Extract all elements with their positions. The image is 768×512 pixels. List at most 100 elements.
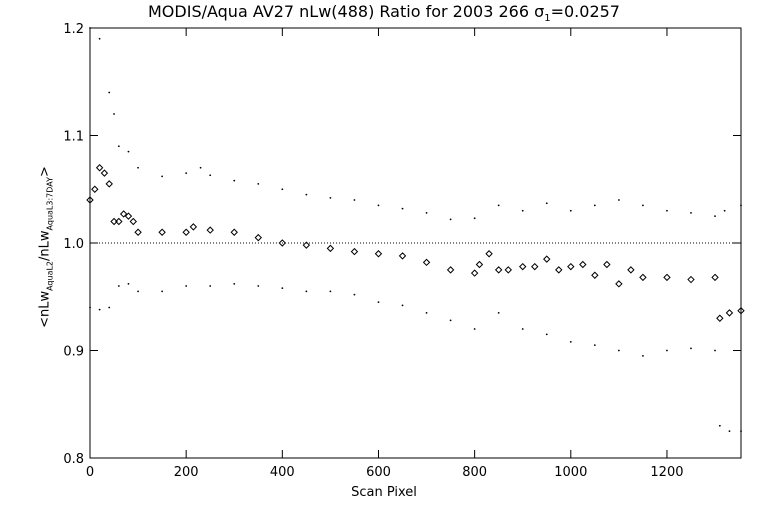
point-mean	[531, 262, 539, 271]
point-upper	[89, 27, 91, 29]
point-mean	[95, 164, 104, 172]
point-upper	[449, 218, 452, 221]
point-mean	[350, 247, 359, 256]
point-upper	[353, 199, 356, 201]
title-sigma: σ	[534, 2, 545, 21]
point-lower	[666, 349, 668, 352]
point-lower	[137, 290, 139, 293]
point-lower	[545, 333, 548, 336]
point-upper	[127, 150, 130, 153]
point-lower	[209, 285, 212, 287]
point-lower	[257, 285, 260, 287]
point-upper	[617, 199, 620, 201]
point-lower	[593, 344, 596, 347]
point-mean	[124, 212, 133, 220]
point-lower	[497, 311, 500, 314]
point-upper	[642, 204, 644, 207]
point-mean	[254, 233, 262, 242]
point-mean	[475, 260, 484, 269]
point-lower	[161, 290, 164, 293]
point-mean	[129, 217, 137, 226]
ylabel-sub2: AquaL3:7DAY	[45, 176, 55, 231]
x-tick-label: 800	[462, 465, 487, 480]
point-mean	[663, 273, 671, 282]
point-mean	[485, 250, 493, 258]
point-lower	[728, 430, 731, 433]
point-upper	[281, 188, 284, 191]
point-mean	[555, 266, 563, 274]
point-upper	[257, 182, 260, 185]
point-upper	[545, 202, 548, 205]
point-mean	[725, 309, 734, 317]
point-mean	[110, 217, 118, 226]
point-upper	[185, 172, 188, 175]
point-upper	[161, 175, 164, 178]
point-lower	[185, 285, 188, 287]
ylabel-sub1: AquaL2	[45, 260, 55, 291]
point-mean	[134, 228, 142, 236]
point-lower	[473, 328, 476, 330]
point-upper	[199, 166, 202, 169]
ylabel-open: <nLw	[37, 290, 53, 328]
y-tick-label: 1.0	[63, 237, 84, 252]
point-mean	[119, 210, 128, 218]
point-lower	[690, 347, 692, 350]
point-lower	[617, 349, 620, 352]
point-mean	[519, 262, 527, 271]
point-lower	[281, 287, 284, 290]
point-mean	[603, 260, 611, 269]
point-mean	[446, 266, 455, 274]
title-sigma-value: =0.0257	[550, 2, 620, 21]
point-mean	[422, 258, 431, 267]
y-tick-label: 0.8	[63, 452, 84, 467]
point-mean	[627, 266, 635, 274]
point-mean	[470, 269, 479, 277]
point-mean	[189, 223, 198, 231]
point-mean	[182, 228, 190, 236]
point-lower	[449, 319, 452, 322]
y-axis-label: <nLwAquaL2/nLwAquaL3:7DAY>	[38, 166, 55, 328]
point-upper	[690, 212, 692, 214]
point-upper	[723, 209, 726, 212]
point-upper	[401, 207, 404, 210]
point-upper	[117, 145, 120, 148]
point-upper	[714, 215, 716, 218]
point-lower	[740, 430, 742, 433]
point-mean	[230, 228, 238, 236]
point-mean	[504, 266, 513, 274]
point-lower	[353, 293, 356, 296]
point-mean	[591, 271, 599, 279]
point-mean	[615, 280, 623, 288]
ylabel-mid: /nLw	[37, 230, 53, 261]
point-lower	[305, 290, 308, 293]
point-mean	[716, 314, 724, 322]
point-lower	[108, 306, 111, 309]
point-upper	[233, 179, 236, 182]
point-lower	[98, 308, 101, 311]
point-mean	[639, 273, 647, 282]
title-sigma-sub: 1	[544, 13, 551, 25]
point-upper	[137, 166, 139, 169]
y-tick-label: 1.1	[63, 130, 84, 145]
point-mean	[115, 217, 123, 226]
point-upper	[377, 204, 380, 207]
point-mean	[91, 185, 99, 193]
point-mean	[206, 226, 214, 234]
point-upper	[209, 174, 212, 177]
point-lower	[714, 349, 716, 352]
y-tick-label: 0.9	[63, 345, 84, 360]
point-upper	[497, 204, 500, 207]
point-upper	[569, 209, 572, 212]
x-axis-label: Scan Pixel	[351, 485, 417, 500]
x-tick-label: 200	[174, 465, 199, 480]
point-upper	[98, 37, 101, 40]
point-lower	[425, 311, 428, 314]
point-mean	[374, 250, 383, 258]
point-mean	[398, 252, 407, 260]
point-upper	[425, 212, 428, 214]
point-lower	[89, 306, 91, 309]
point-lower	[718, 424, 721, 427]
point-mean	[100, 169, 109, 177]
point-mean	[711, 273, 719, 282]
